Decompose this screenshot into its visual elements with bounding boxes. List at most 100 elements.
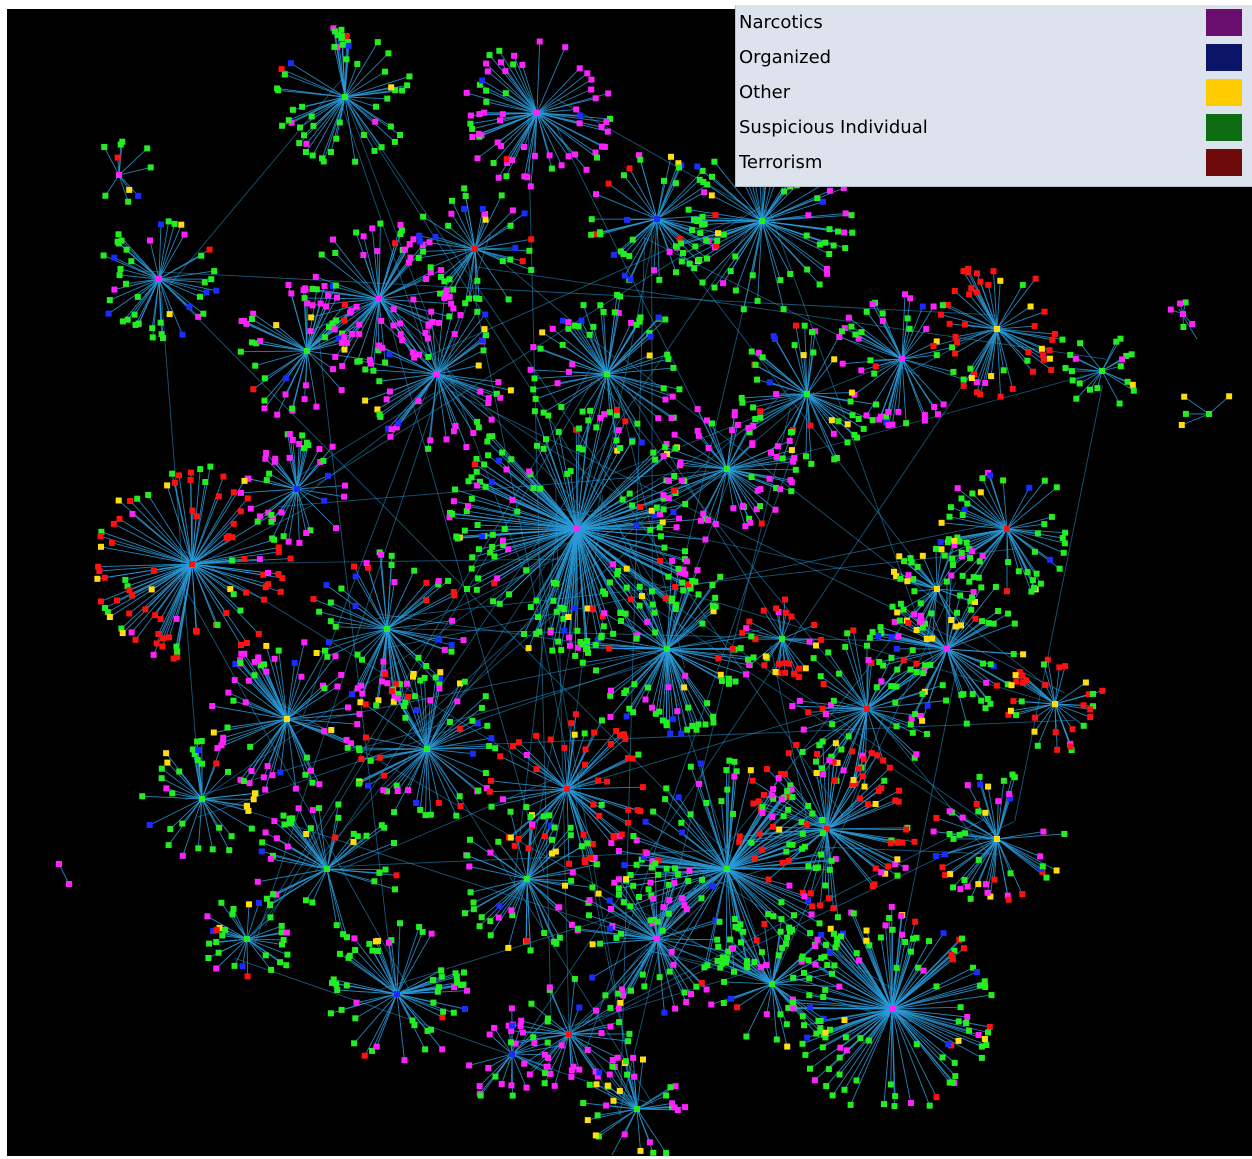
graph-edge: [191, 476, 224, 565]
graph-node: [320, 158, 327, 165]
graph-edge: [486, 101, 538, 114]
graph-edge: [511, 1053, 548, 1068]
graph-node: [714, 958, 721, 964]
graph-edge: [254, 661, 288, 720]
network-graph[interactable]: [7, 9, 1252, 1156]
graph-node: [978, 1043, 985, 1050]
graph-node: [388, 426, 395, 433]
graph-node: [328, 149, 334, 155]
graph-node: [115, 497, 122, 504]
graph-node: [510, 61, 517, 68]
graph-edge: [956, 328, 998, 343]
graph-node: [579, 659, 586, 666]
graph-node: [338, 33, 345, 40]
graph-edge: [201, 798, 249, 812]
graph-edge: [223, 718, 288, 739]
graph-edge: [257, 660, 288, 720]
graph-node: [559, 341, 566, 348]
graph-node: [446, 313, 453, 320]
graph-edge: [528, 471, 578, 530]
graph-node: [625, 1038, 632, 1045]
graph-node: [932, 853, 939, 859]
graph-node: [208, 276, 215, 283]
graph-node: [117, 266, 124, 272]
graph-edge: [866, 708, 914, 734]
graph-node: [703, 237, 710, 244]
graph-edge: [656, 218, 690, 264]
graph-node: [114, 238, 121, 245]
graph-node: [646, 352, 653, 359]
graph-node: [738, 939, 744, 946]
graph-node: [227, 586, 234, 593]
graph-edge: [296, 488, 300, 543]
graph-node: [594, 637, 601, 643]
graph-node: [913, 1041, 920, 1048]
graph-node: [1053, 867, 1060, 874]
graph-node: [327, 599, 334, 606]
graph-node: [428, 930, 435, 937]
graph-node: [1053, 484, 1060, 491]
graph-edge: [815, 964, 893, 1010]
graph-node: [959, 814, 966, 821]
graph-node: [1062, 529, 1069, 536]
graph-node: [685, 878, 692, 884]
graph-node: [250, 310, 257, 317]
graph-edge: [656, 884, 670, 940]
graph-node: [667, 730, 674, 737]
graph-node: [647, 879, 654, 886]
graph-node: [415, 254, 422, 261]
graph-node: [879, 318, 886, 324]
graph-node: [949, 555, 956, 562]
graph-node: [454, 698, 461, 705]
graph-edge: [389, 373, 438, 392]
graph-node: [587, 854, 594, 861]
graph-edge: [407, 748, 428, 791]
graph-node: [773, 605, 780, 612]
graph-edge: [474, 238, 532, 250]
graph-node: [497, 753, 504, 760]
graph-node: [682, 548, 688, 555]
graph-node: [611, 309, 618, 316]
graph-node: [902, 291, 908, 298]
graph-node: [831, 777, 838, 784]
graph-node: [354, 685, 361, 692]
graph-node: [388, 562, 395, 568]
graph-node: [450, 305, 457, 312]
graph-edge: [806, 393, 853, 416]
graph-edge: [666, 594, 699, 650]
graph-edge: [838, 673, 868, 710]
graph-edge: [426, 677, 437, 750]
graph-node: [784, 788, 791, 795]
graph-node: [490, 598, 497, 605]
graph-edge: [699, 219, 763, 222]
graph-edge: [536, 112, 553, 169]
graph-node: [1061, 830, 1068, 837]
graph-node: [818, 636, 825, 643]
graph-edge: [836, 938, 893, 1010]
graph-node: [759, 354, 766, 361]
graph-edge: [318, 611, 388, 630]
graph-edge: [383, 748, 428, 776]
graph-node: [271, 818, 278, 825]
graph-node: [626, 490, 633, 497]
graph-edge: [917, 566, 938, 590]
graph-edge: [507, 878, 528, 949]
graph-edge: [286, 718, 306, 775]
graph-edge: [550, 739, 568, 790]
graph-edge: [651, 648, 668, 708]
graph-edge: [344, 96, 356, 162]
graph-node: [487, 549, 494, 556]
graph-node: [960, 382, 967, 389]
graph-node: [442, 289, 449, 296]
graph-node: [158, 775, 165, 782]
graph-node: [353, 303, 360, 310]
graph-node: [654, 216, 660, 222]
graph-node: [454, 979, 461, 986]
graph-node: [770, 786, 777, 793]
graph-node: [477, 388, 484, 395]
graph-node: [527, 366, 534, 373]
graph-node: [568, 877, 575, 884]
graph-edge: [98, 563, 193, 568]
graph-node: [439, 1014, 446, 1021]
graph-edge: [323, 96, 346, 162]
